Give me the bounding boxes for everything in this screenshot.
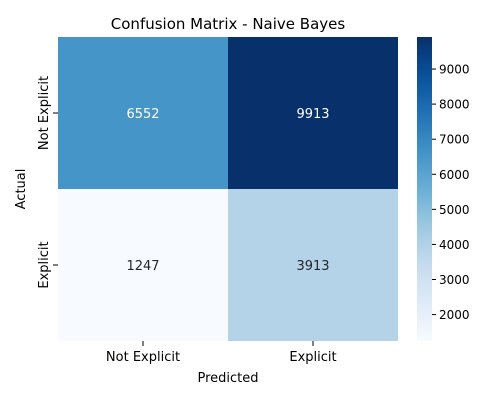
cell-value-label: 6552 xyxy=(126,107,159,122)
cell-value-label: 3913 xyxy=(296,259,329,274)
colorbar-tick-label: 2000 xyxy=(439,308,470,322)
colorbar-ticks: 2000 3000 4000 5000 6000 7000 8000 9000 xyxy=(432,63,470,322)
heatmap-cell-0-1 xyxy=(228,37,398,189)
y-tick-label: Not Explicit xyxy=(37,76,52,150)
y-axis: Not Explicit Explicit xyxy=(37,76,58,289)
colorbar-tick-label: 3000 xyxy=(439,273,470,287)
colorbar-tick-label: 5000 xyxy=(439,203,470,217)
heatmap-cell-1-1 xyxy=(228,189,398,341)
cell-value-label: 9913 xyxy=(296,107,329,122)
colorbar-tick-label: 7000 xyxy=(439,133,470,147)
colorbar xyxy=(417,37,432,341)
heatmap-cell-0-0 xyxy=(58,37,228,189)
x-axis-label: Predicted xyxy=(197,371,258,386)
y-axis-label: Actual xyxy=(14,169,29,210)
x-axis: Not Explicit Explicit xyxy=(106,341,337,365)
x-tick-label: Explicit xyxy=(289,350,336,365)
x-tick-label: Not Explicit xyxy=(106,350,180,365)
colorbar-tick-label: 8000 xyxy=(439,98,470,112)
cell-value-label: 1247 xyxy=(126,259,159,274)
heatmap-cells: 6552 9913 1247 3913 xyxy=(58,37,398,341)
colorbar-tick-label: 6000 xyxy=(439,168,470,182)
colorbar-tick-label: 4000 xyxy=(439,238,470,252)
heatmap-cell-1-0 xyxy=(58,189,228,341)
colorbar-tick-label: 9000 xyxy=(439,63,470,77)
chart-title: Confusion Matrix - Naive Bayes xyxy=(111,15,346,33)
y-tick-label: Explicit xyxy=(37,241,52,288)
